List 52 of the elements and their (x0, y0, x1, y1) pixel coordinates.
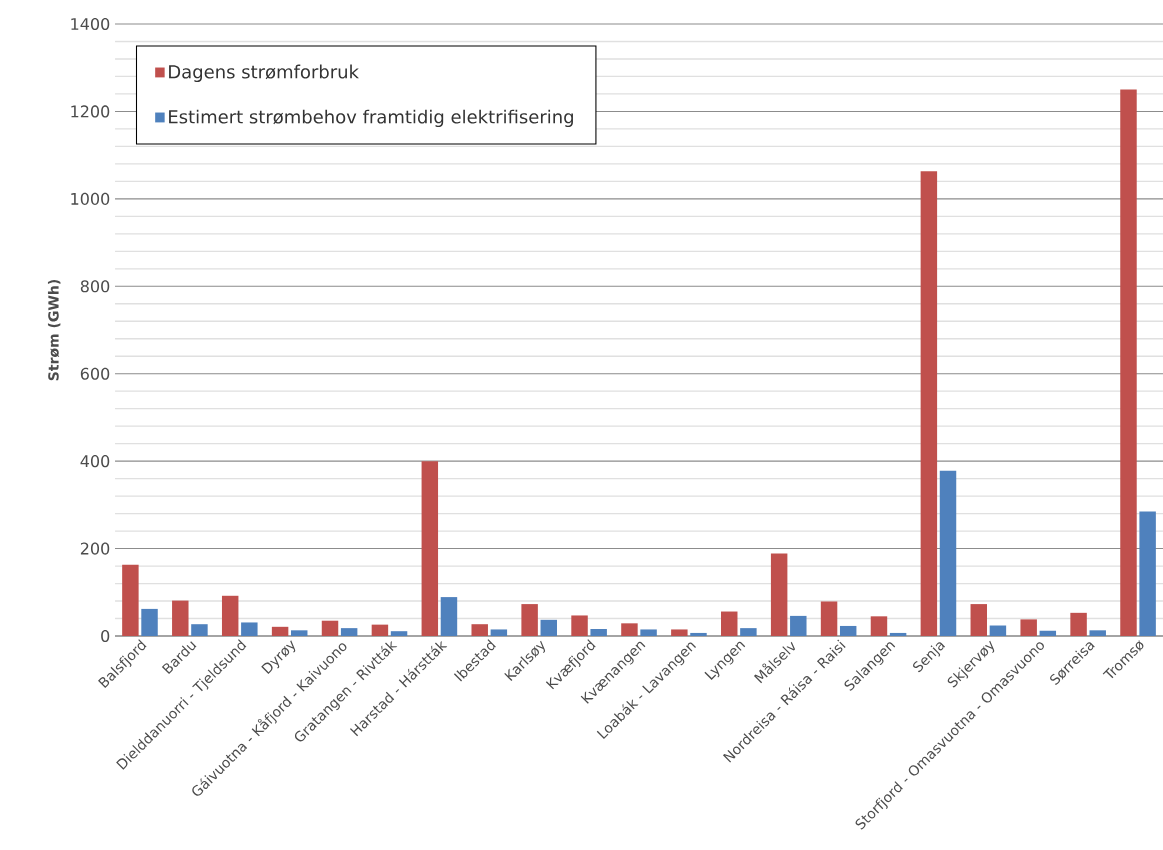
y-tick-label: 600 (80, 367, 110, 380)
bar (839, 625, 857, 636)
bar (521, 604, 538, 636)
bar (671, 629, 688, 636)
bar (1039, 630, 1057, 636)
bar (590, 629, 607, 636)
bar (721, 611, 738, 636)
bar (989, 625, 1007, 636)
bar (571, 615, 588, 636)
bar (1020, 619, 1037, 636)
bar (241, 622, 258, 636)
bar (141, 608, 158, 636)
bar (271, 626, 289, 636)
bar (690, 632, 707, 636)
bar (172, 600, 189, 636)
bar (1070, 612, 1087, 636)
bar (490, 629, 508, 636)
bar (870, 616, 888, 636)
bar (390, 631, 408, 636)
bar (291, 630, 308, 636)
y-tick-label: 1000 (71, 192, 110, 205)
bar (340, 628, 358, 636)
y-tick-label: 200 (80, 542, 110, 555)
bar (889, 632, 907, 636)
bar (970, 604, 988, 636)
bar (191, 624, 208, 636)
bar (122, 564, 139, 636)
bar (820, 601, 838, 636)
y-tick-label: 400 (80, 455, 110, 468)
bar (471, 624, 488, 636)
bar (321, 620, 339, 636)
y-tick-label: 1200 (71, 105, 110, 118)
bar (770, 553, 788, 636)
bar (1120, 89, 1137, 636)
y-tick-label: 800 (80, 280, 110, 293)
y-tick-label: 1400 (71, 17, 110, 31)
bar (621, 623, 638, 636)
bar (540, 619, 557, 636)
bar (371, 624, 389, 636)
bar (221, 595, 239, 636)
bar (440, 597, 458, 636)
bar (421, 461, 439, 636)
bar (740, 628, 757, 636)
bar (790, 615, 807, 636)
bar (920, 171, 938, 636)
bar (1139, 511, 1156, 636)
legend-label: Estimert strømbehov framtidig elektrifisering (169, 109, 573, 128)
bar (640, 629, 657, 636)
legend-label: Dagens strømforbruk (169, 64, 359, 83)
bar (1089, 630, 1106, 636)
bar (939, 470, 957, 636)
y-axis-title: Strøm (GWh) (47, 279, 61, 381)
